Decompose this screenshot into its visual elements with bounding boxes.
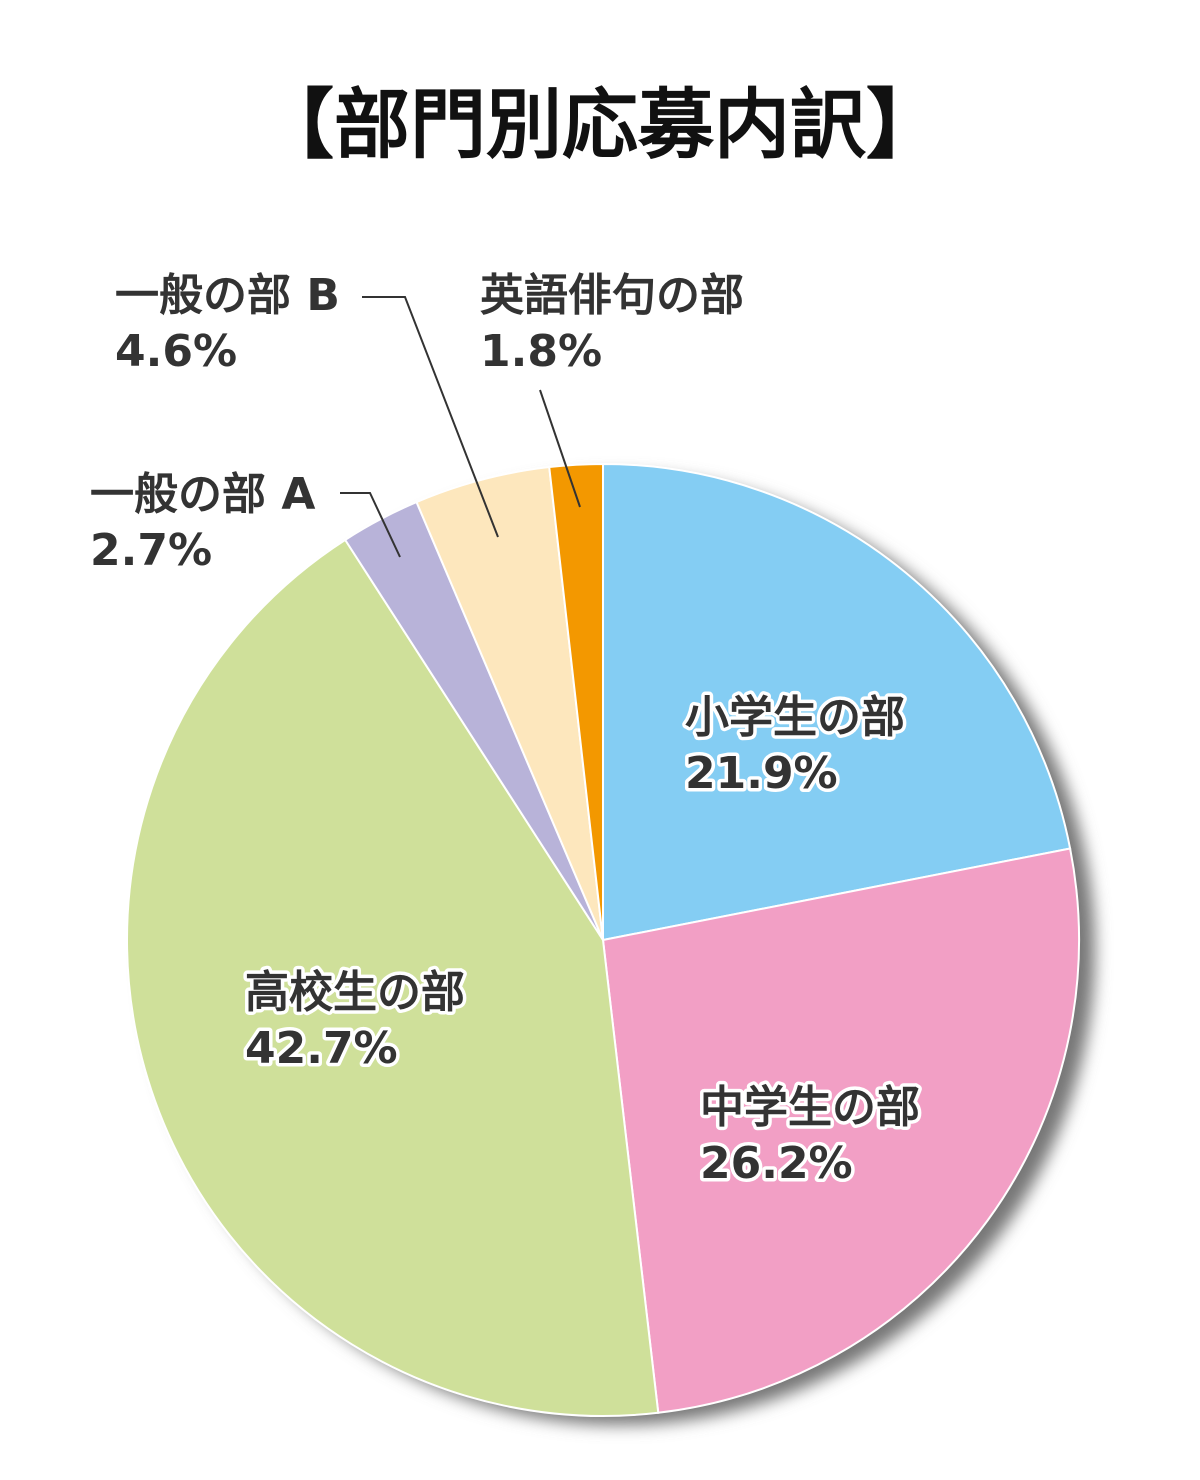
value-label: 26.2% xyxy=(700,1138,853,1189)
value-label: 42.7% xyxy=(245,1023,398,1074)
leader-line xyxy=(362,296,499,538)
slice-label: 一般の部 A xyxy=(90,469,315,520)
slice-label: 小学生の部 xyxy=(685,692,905,743)
leader-line xyxy=(340,492,401,558)
pie-slice xyxy=(548,462,604,941)
chart-title: 【部門別応募内訳】 xyxy=(258,80,942,169)
value-label: 2.7% xyxy=(90,525,212,576)
value-label: 4.6% xyxy=(115,326,237,377)
value-label: 21.9% xyxy=(685,748,838,799)
leader-line xyxy=(539,389,581,508)
pie-slice xyxy=(601,847,1080,1414)
slice-label: 中学生の部 xyxy=(700,1082,920,1133)
slice-label: 英語俳句の部 xyxy=(480,270,744,321)
slice-label: 高校生の部 xyxy=(245,967,465,1018)
value-label: 1.8% xyxy=(480,326,602,377)
pie xyxy=(126,462,1080,1417)
slice-label: 一般の部 B xyxy=(115,270,340,321)
pie-slice xyxy=(126,538,660,1417)
pie-slice xyxy=(602,462,1072,942)
